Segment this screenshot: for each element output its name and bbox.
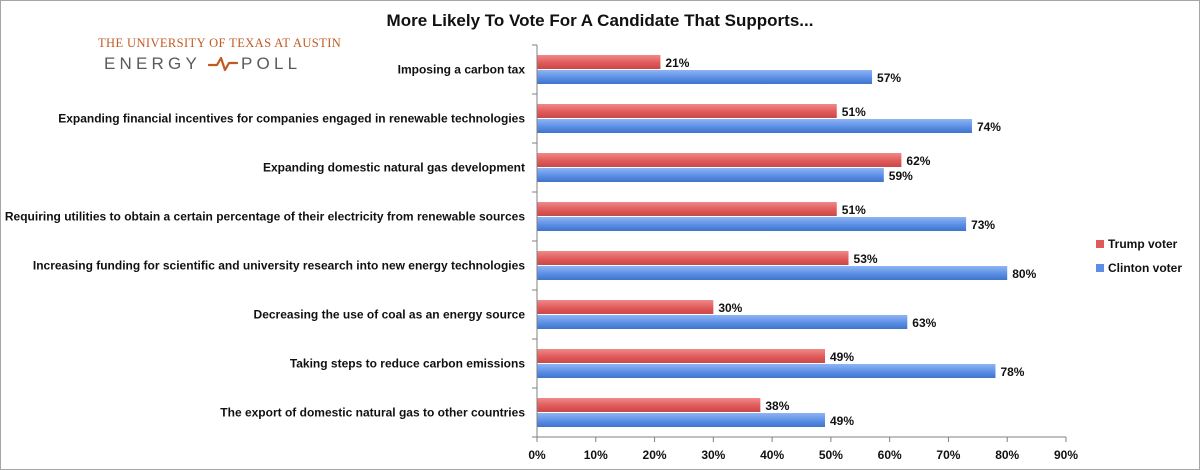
logo-poll-text: POLL	[241, 54, 302, 73]
data-label-trump: 38%	[765, 399, 789, 413]
chart-title: More Likely To Vote For A Candidate That…	[386, 11, 814, 30]
data-label-clinton: 74%	[977, 120, 1001, 134]
bar-clinton	[537, 364, 996, 378]
data-label-clinton: 78%	[1000, 365, 1024, 379]
legend-swatch-clinton	[1096, 264, 1104, 272]
x-tick-label: 10%	[584, 448, 608, 462]
legend: Trump voter Clinton voter	[1096, 232, 1182, 280]
data-label-clinton: 57%	[877, 71, 901, 85]
legend-label-trump: Trump voter	[1108, 237, 1178, 251]
bar-trump	[537, 251, 849, 265]
x-tick-label: 30%	[701, 448, 725, 462]
energy-poll-logo: THE UNIVERSITY OF TEXAS AT AUSTIN ENERGY…	[98, 36, 341, 80]
category-label: The export of domestic natural gas to ot…	[220, 406, 525, 420]
data-label-trump: 21%	[665, 56, 689, 70]
data-label-trump: 62%	[906, 154, 930, 168]
category-label: Requiring utilities to obtain a certain …	[5, 210, 525, 224]
x-tick-label: 0%	[528, 448, 546, 462]
bar-clinton	[537, 413, 826, 427]
category-label: Imposing a carbon tax	[398, 63, 526, 77]
category-label: Expanding financial incentives for compa…	[58, 112, 525, 126]
data-label-clinton: 49%	[830, 414, 854, 428]
bar-clinton	[537, 217, 967, 231]
bar-clinton	[537, 70, 873, 84]
logo-energy-text: ENERGY	[104, 54, 201, 73]
axes	[532, 44, 1067, 442]
category-label: Decreasing the use of coal as an energy …	[254, 308, 526, 322]
x-tick-label: 70%	[936, 448, 960, 462]
data-label-trump: 53%	[854, 252, 878, 266]
bar-clinton	[537, 119, 972, 133]
legend-item-trump: Trump voter	[1096, 232, 1182, 256]
x-tick-label: 80%	[995, 448, 1019, 462]
x-tick-label: 20%	[643, 448, 667, 462]
x-tick-label: 50%	[819, 448, 843, 462]
x-tick-label: 40%	[760, 448, 784, 462]
category-label: Increasing funding for scientific and un…	[33, 259, 525, 273]
data-label-trump: 51%	[842, 105, 866, 119]
bars	[537, 55, 1008, 427]
legend-swatch-trump	[1096, 240, 1104, 248]
data-label-clinton: 80%	[1012, 267, 1036, 281]
category-label: Taking steps to reduce carbon emissions	[290, 357, 526, 371]
data-label-trump: 30%	[718, 301, 742, 315]
data-label-trump: 49%	[830, 350, 854, 364]
legend-item-clinton: Clinton voter	[1096, 256, 1182, 280]
bar-trump	[537, 398, 761, 412]
bar-clinton	[537, 168, 884, 182]
x-tick-label: 90%	[1054, 448, 1078, 462]
data-label-clinton: 63%	[912, 316, 936, 330]
data-label-clinton: 73%	[971, 218, 995, 232]
bar-trump	[537, 300, 714, 314]
bar-trump	[537, 153, 902, 167]
labels: 0% 10% 20% 30% 40% 50% 60% 70% 80% 90% Imposing a …	[5, 56, 1078, 462]
bar-clinton	[537, 266, 1008, 280]
legend-label-clinton: Clinton voter	[1108, 261, 1182, 275]
logo-university-text: THE UNIVERSITY OF TEXAS AT AUSTIN	[98, 36, 342, 50]
data-label-trump: 51%	[842, 203, 866, 217]
bar-trump	[537, 55, 661, 69]
x-tick-label: 60%	[878, 448, 902, 462]
data-label-clinton: 59%	[889, 169, 913, 183]
bar-trump	[537, 104, 837, 118]
bar-trump	[537, 349, 826, 363]
category-label: Expanding domestic natural gas developme…	[263, 161, 525, 175]
bar-clinton	[537, 315, 908, 329]
bar-trump	[537, 202, 837, 216]
logo-wave-icon	[208, 56, 238, 72]
